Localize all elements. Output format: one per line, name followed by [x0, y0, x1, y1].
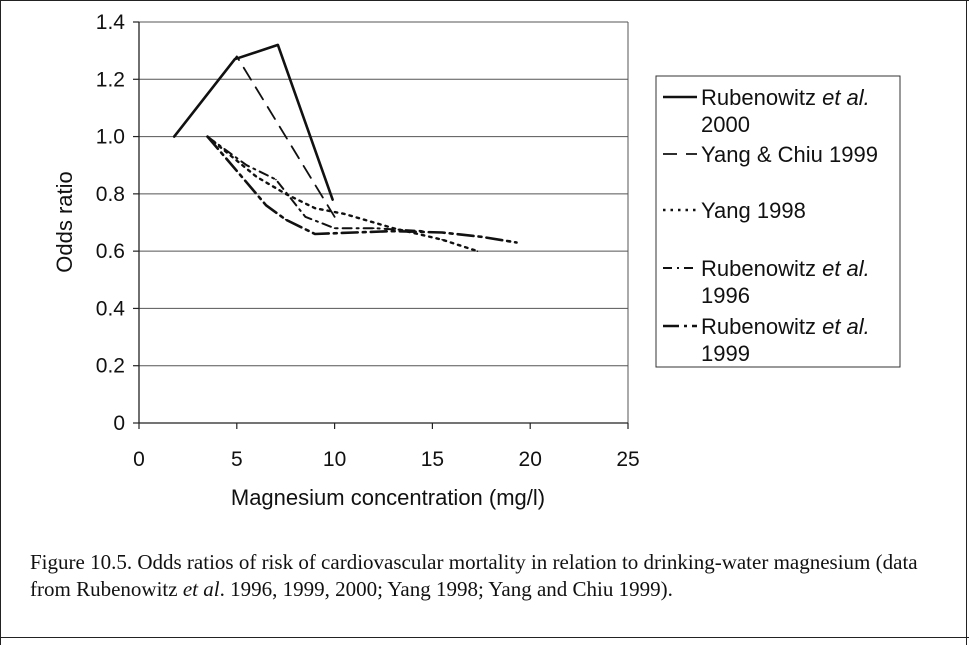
legend-label-year-4: 1996 [701, 283, 750, 308]
axes [133, 21, 629, 429]
caption-text-end: . 1996, 1999, 2000; Yang 1998; Yang and … [219, 577, 673, 601]
legend-label-2: Yang & Chiu 1999 [701, 142, 878, 167]
series-line-3 [206, 135, 479, 253]
y-tick-label: 0.4 [96, 297, 126, 320]
x-tick-label: 5 [231, 448, 243, 471]
data-point [236, 170, 238, 172]
caption-text-start: Figure 10.5. Odds ratios of risk of card… [30, 550, 918, 601]
caption-italic-et-al: et al [182, 577, 220, 601]
data-point [277, 44, 279, 46]
data-point [236, 55, 238, 58]
legend-label-3: Yang 1998 [701, 198, 806, 223]
data-point [265, 204, 267, 207]
x-tick-label: 25 [616, 448, 639, 471]
x-axis-title: Magnesium concentration (mg/l) [231, 485, 545, 510]
legend-label-text: Rubenowitz [701, 256, 822, 281]
y-tick-label: 0.8 [96, 183, 125, 206]
data-point [372, 227, 375, 230]
frame-right-border [966, 0, 967, 645]
data-point [392, 230, 395, 232]
x-tick-label: 0 [133, 448, 145, 471]
data-point [480, 236, 483, 238]
data-point [343, 213, 346, 215]
legend-label-text: Rubenowitz [701, 314, 822, 339]
y-tick-label: 1.2 [96, 68, 125, 91]
legend-label-year-5: 1999 [701, 341, 750, 366]
data-point [206, 135, 209, 138]
odds-ratio-line-chart: 0 0.2 0.4 0.6 0.8 1.0 1.2 1.4 0 5 10 15 20 25 Odds ra… [52, 11, 901, 510]
data-point [275, 178, 277, 181]
figure-caption: Figure 10.5. Odds ratios of risk of card… [30, 549, 935, 603]
legend-box [655, 75, 901, 368]
data-point [331, 198, 334, 201]
data-point [441, 231, 443, 234]
data-point [333, 227, 336, 230]
y-tick-label: 0.6 [96, 240, 125, 263]
data-point [515, 241, 518, 244]
data-point [173, 135, 176, 138]
data-point [284, 218, 287, 221]
legend-label-1: Rubenowitz et al. [701, 85, 870, 110]
x-tick-label: 15 [421, 448, 444, 471]
series-line-1 [172, 43, 334, 201]
gridlines [139, 21, 628, 367]
tick-labels: 0 0.2 0.4 0.6 0.8 1.0 1.2 1.4 0 5 10 15 20 25 [96, 11, 640, 471]
legend-label-year-1: 2000 [701, 112, 750, 137]
legend-label-italic: et al. [822, 256, 870, 281]
data-point [476, 250, 479, 252]
data-point [245, 164, 248, 167]
y-tick-label: 1.4 [96, 11, 126, 34]
legend-label-5: Rubenowitz et al. [701, 314, 870, 339]
data-point [333, 215, 336, 218]
data-point [353, 231, 355, 234]
frame-left-border [0, 0, 1, 645]
legend-label-italic: et al. [822, 314, 870, 339]
legend-label-text: Yang 1998 [701, 198, 806, 223]
data-point [314, 233, 316, 235]
legend-label-text: Rubenowitz [701, 85, 822, 110]
y-tick-label: 0 [113, 412, 125, 435]
legend-label-text: Yang & Chiu 1999 [701, 142, 878, 167]
x-tick-label: 20 [519, 448, 542, 471]
y-axis-title: Odds ratio [52, 171, 77, 273]
x-tick-label: 10 [323, 448, 346, 471]
data-point [304, 215, 307, 218]
data-point [441, 238, 443, 241]
data-point [314, 207, 316, 209]
legend-label-italic: et al. [822, 85, 870, 110]
legend-label-4: Rubenowitz et al. [701, 256, 870, 281]
data-point [255, 175, 258, 178]
series-line-5 [206, 135, 518, 244]
frame-bottom-border [0, 637, 969, 638]
y-tick-label: 1.0 [96, 126, 125, 149]
series-lines [172, 43, 518, 253]
y-tick-label: 0.2 [96, 355, 125, 378]
